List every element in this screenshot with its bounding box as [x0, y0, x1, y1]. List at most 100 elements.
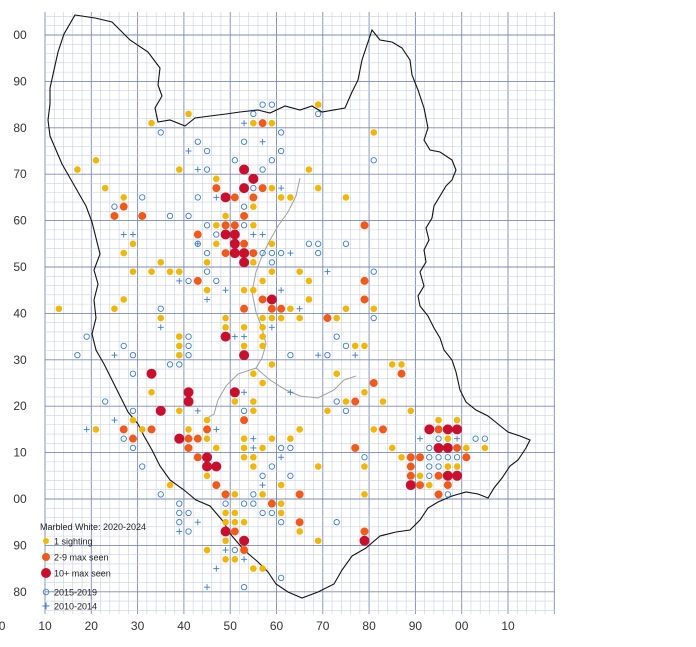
record-2-9-marker — [267, 304, 276, 313]
legend-swatch-10-plus — [41, 568, 51, 578]
record-1-sighting-marker — [324, 407, 331, 415]
y-tick-label: 80 — [13, 121, 27, 135]
record-1-sighting-marker — [240, 518, 248, 526]
record-1-sighting-marker — [250, 463, 257, 470]
legend-label-2015-2019: 2015-2019 — [54, 588, 97, 598]
record-1-sighting-marker — [240, 324, 248, 331]
record-2015-2019-marker — [203, 147, 211, 155]
record-1-sighting-marker — [55, 305, 63, 313]
record-1-sighting-marker — [259, 565, 266, 572]
record-1-sighting-marker — [222, 537, 229, 545]
record-10-plus-marker — [452, 424, 463, 435]
record-1-sighting-marker — [250, 565, 257, 572]
older-records-layer — [74, 101, 488, 591]
record-2010-2014-marker — [204, 296, 211, 303]
record-1-sighting-marker — [250, 407, 257, 415]
record-2-9-marker — [249, 193, 258, 202]
record-2015-2019-marker — [426, 463, 433, 470]
record-2010-2014-marker — [194, 519, 201, 526]
record-2015-2019-marker — [268, 157, 276, 164]
record-2015-2019-marker — [333, 333, 340, 340]
record-2-9-marker — [119, 202, 128, 211]
x-tick-label: 00 — [455, 619, 469, 633]
record-2015-2019-marker — [176, 519, 183, 526]
record-1-sighting-marker — [407, 407, 415, 415]
record-1-sighting-marker — [231, 398, 239, 405]
record-2010-2014-marker — [157, 324, 164, 331]
record-1-sighting-marker — [361, 342, 368, 350]
legend-label-1-sighting: 1 sighting — [54, 537, 93, 547]
record-2015-2019-marker — [129, 352, 137, 359]
record-2015-2019-marker — [277, 249, 285, 257]
record-1-sighting-marker — [166, 481, 174, 489]
record-1-sighting-marker — [222, 518, 229, 526]
record-2-9-marker — [184, 434, 193, 443]
record-1-sighting-marker — [175, 407, 183, 415]
record-1-sighting-marker — [101, 184, 109, 192]
record-1-sighting-marker — [481, 444, 489, 452]
record-1-sighting-marker — [222, 509, 229, 517]
x-tick-label: 30 — [131, 619, 145, 633]
record-1-sighting-marker — [240, 286, 248, 294]
record-2015-2019-marker — [231, 546, 238, 554]
record-2010-2014-marker — [259, 138, 266, 145]
record-1-sighting-marker — [240, 435, 248, 442]
record-2015-2019-marker — [194, 194, 201, 201]
record-1-sighting-marker — [453, 463, 461, 470]
record-1-sighting-marker — [277, 314, 285, 322]
record-2010-2014-marker — [417, 435, 424, 442]
record-2-9-marker — [230, 221, 239, 230]
record-1-sighting-marker — [92, 156, 100, 164]
record-2-9-marker — [406, 453, 415, 462]
record-2010-2014-marker — [296, 305, 303, 312]
record-10-plus-marker — [424, 424, 435, 435]
record-1-sighting-marker — [240, 342, 248, 350]
record-2-9-marker — [406, 471, 415, 480]
record-2015-2019-marker — [120, 435, 127, 442]
record-2-9-marker — [147, 425, 156, 434]
record-1-sighting-marker — [296, 426, 303, 433]
record-2-9-marker — [221, 490, 230, 499]
x-axis-ticks: 30 10 20 30 40 50 60 70 80 90 00 10 — [0, 619, 515, 633]
record-1-sighting-marker — [148, 268, 155, 275]
record-2-9-marker — [128, 434, 137, 443]
rivers-layer — [203, 177, 357, 421]
record-1-sighting-marker — [342, 194, 350, 201]
record-1-sighting-marker — [296, 528, 303, 535]
record-2015-2019-marker — [120, 342, 127, 350]
record-2015-2019-marker — [129, 407, 137, 414]
x-tick-label: 10 — [38, 619, 52, 633]
record-2015-2019-marker — [185, 342, 192, 350]
record-2015-2019-marker — [185, 528, 192, 535]
record-10-plus-marker — [433, 442, 444, 453]
record-2-9-marker — [119, 425, 128, 434]
y-tick-label: 90 — [13, 74, 27, 88]
record-2-9-marker — [221, 221, 230, 230]
record-1-sighting-marker — [175, 268, 183, 275]
record-2-9-marker — [295, 490, 304, 499]
record-2-9-marker — [184, 443, 193, 452]
river-west — [203, 367, 257, 421]
record-1-sighting-marker — [296, 314, 303, 322]
record-2015-2019-marker — [185, 277, 192, 285]
record-2010-2014-marker — [278, 454, 285, 461]
record-2015-2019-marker — [111, 203, 118, 210]
record-1-sighting-marker — [148, 388, 155, 396]
record-2015-2019-marker — [342, 342, 350, 350]
record-1-sighting-marker — [259, 444, 266, 452]
record-1-sighting-marker — [277, 481, 285, 489]
record-2010-2014-marker — [222, 547, 229, 554]
record-1-sighting-marker — [259, 379, 266, 387]
record-2015-2019-marker — [287, 352, 294, 359]
record-1-sighting-marker — [370, 129, 378, 136]
record-1-sighting-marker — [379, 398, 387, 405]
record-2015-2019-marker — [185, 352, 192, 359]
record-2015-2019-marker — [481, 435, 488, 442]
record-2015-2019-marker — [157, 129, 164, 136]
record-1-sighting-marker — [250, 398, 257, 405]
record-1-sighting-marker — [268, 119, 276, 127]
record-1-sighting-marker — [268, 268, 276, 275]
record-2015-2019-marker — [222, 500, 229, 507]
record-2015-2019-marker — [213, 277, 220, 285]
record-2015-2019-marker — [74, 352, 81, 359]
